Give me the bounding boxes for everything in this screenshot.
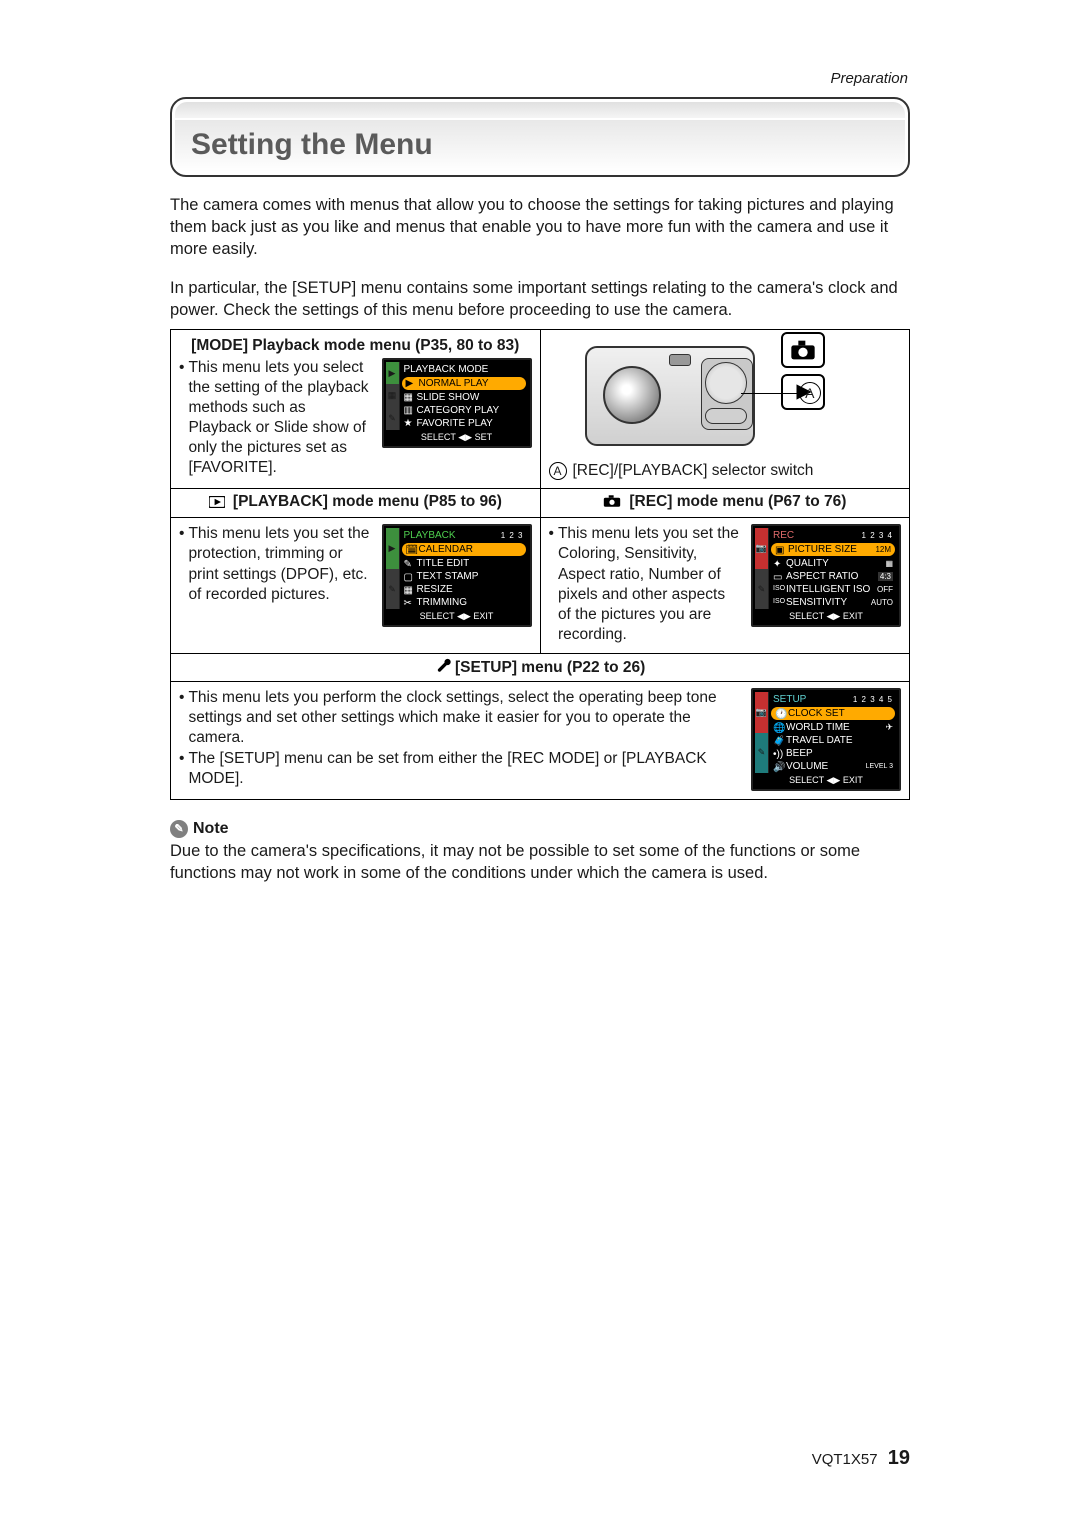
sim-footer: SELECT ◀▶ EXIT xyxy=(755,773,897,787)
sim-line-r: OFF xyxy=(877,585,893,594)
camera-icon xyxy=(603,494,621,513)
sim-line: RESIZE xyxy=(417,584,453,595)
sim-tab-icon: ✎ xyxy=(755,569,769,610)
sim-line: TRIMMING xyxy=(417,597,468,608)
callout-line xyxy=(741,393,799,394)
page-footer: VQT1X57 19 xyxy=(812,1447,910,1470)
playback-header-text: [PLAYBACK] mode menu (P85 to 96) xyxy=(233,493,502,510)
sim-line: ASPECT RATIO xyxy=(786,571,858,582)
sim-pagination: 1 2 3 xyxy=(501,531,524,540)
rec-header-text: [REC] mode menu (P67 to 76) xyxy=(629,493,846,510)
sim-line: TITLE EDIT xyxy=(417,558,470,569)
sim-line: SENSITIVITY xyxy=(786,597,847,608)
sim-title: REC xyxy=(773,530,794,541)
playback-sim: ▶ ✎ PLAYBACK1 2 3 🗓CALENDAR ✎TITLE EDIT … xyxy=(382,524,532,627)
rec-mode-icon xyxy=(781,332,825,368)
mode-sim: ▶ ▦ ✎ PLAYBACK MODE ▶NORMAL PLAY ▦SLIDE … xyxy=(382,358,532,448)
sim-selected: CLOCK SET xyxy=(788,708,845,719)
playback-header: [PLAYBACK] mode menu (P85 to 96) xyxy=(171,489,540,518)
mode-desc: This menu lets you select the setting of… xyxy=(188,358,371,479)
sim-footer: SELECT ◀▶ EXIT xyxy=(386,609,528,623)
setup-desc-2: The [SETUP] menu can be set from either … xyxy=(188,749,733,789)
section-label: Preparation xyxy=(170,70,910,87)
note-text: Due to the camera's specifications, it m… xyxy=(170,840,910,885)
sim-tab-icon: 📷 xyxy=(755,528,769,569)
sim-tab-icon: ✎ xyxy=(386,407,400,430)
sim-line-r: LEVEL 3 xyxy=(866,763,893,770)
sim-pagination: 1 2 3 4 5 xyxy=(853,695,893,704)
sim-line-r: 4:3 xyxy=(878,572,893,581)
sim-footer: SELECT ◀▶ SET xyxy=(386,430,528,444)
rec-sim: 📷 ✎ REC1 2 3 4 ▣PICTURE SIZE12M ✦QUALITY… xyxy=(751,524,901,627)
setup-sim: 📷 ✎ SETUP1 2 3 4 5 🕐CLOCK SET 🌐WORLD TIM… xyxy=(751,688,901,791)
sim-line: VOLUME xyxy=(786,761,828,772)
sim-line: FAVORITE PLAY xyxy=(417,418,493,429)
intro-para-1: The camera comes with menus that allow y… xyxy=(170,194,910,261)
page: Preparation Setting the Menu The camera … xyxy=(0,0,1080,1526)
page-number: 19 xyxy=(888,1447,910,1469)
callout-a-label: A xyxy=(799,382,821,404)
sim-line: CATEGORY PLAY xyxy=(417,405,500,416)
setup-desc-1: This menu lets you perform the clock set… xyxy=(188,688,733,748)
sim-selected: PICTURE SIZE xyxy=(788,544,857,555)
sim-tab-icon: ▶ xyxy=(386,362,400,385)
sim-selected: NORMAL PLAY xyxy=(419,378,489,389)
mode-header: [MODE] Playback mode menu (P35, 80 to 83… xyxy=(179,336,532,357)
mode-text: •This menu lets you select the setting o… xyxy=(179,358,372,479)
menu-table: [MODE] Playback mode menu (P35, 80 to 83… xyxy=(170,329,910,800)
sim-line: BEEP xyxy=(786,748,813,759)
sim-line: TRAVEL DATE xyxy=(786,735,853,746)
sim-tab-icon: ▦ xyxy=(386,384,400,407)
rec-header: [REC] mode menu (P67 to 76) xyxy=(541,489,910,518)
note-block: ✎ Note Due to the camera's specification… xyxy=(170,820,910,885)
sim-line-r: AUTO xyxy=(871,598,893,607)
note-icon: ✎ xyxy=(170,820,188,838)
rec-text: •This menu lets you set the Coloring, Se… xyxy=(549,524,742,645)
title-decoration xyxy=(175,102,905,118)
sim-tab-icon: ✎ xyxy=(755,733,769,774)
callout-a-bullet: A xyxy=(549,462,567,480)
sim-selected-right: 12M xyxy=(875,545,891,554)
switch-caption: A [REC]/[PLAYBACK] selector switch xyxy=(549,462,902,480)
sim-title: PLAYBACK MODE xyxy=(404,364,489,375)
playback-icon xyxy=(209,495,225,513)
doc-id: VQT1X57 xyxy=(812,1451,878,1468)
rec-desc: This menu lets you set the Coloring, Sen… xyxy=(558,524,741,645)
sim-tab-icon: ▶ xyxy=(386,528,400,569)
intro-para-2: In particular, the [SETUP] menu contains… xyxy=(170,277,910,322)
playback-text: •This menu lets you set the protection, … xyxy=(179,524,372,605)
setup-text: •This menu lets you perform the clock se… xyxy=(179,688,733,789)
title-box: Setting the Menu xyxy=(170,97,910,177)
sim-line: TEXT STAMP xyxy=(417,571,479,582)
camera-illustration: A xyxy=(575,336,875,456)
sim-footer: SELECT ◀▶ EXIT xyxy=(755,609,897,623)
sim-line: QUALITY xyxy=(786,558,829,569)
sim-pagination: 1 2 3 4 xyxy=(862,531,893,540)
setup-header-text: [SETUP] menu (P22 to 26) xyxy=(455,659,645,676)
sim-tab-icon: 📷 xyxy=(755,692,769,733)
page-title: Setting the Menu xyxy=(191,128,889,162)
sim-tab-icon: ✎ xyxy=(386,569,400,610)
switch-caption-text: [REC]/[PLAYBACK] selector switch xyxy=(573,462,814,480)
sim-title: SETUP xyxy=(773,694,806,705)
sim-line: SLIDE SHOW xyxy=(417,392,480,403)
sim-line: INTELLIGENT ISO xyxy=(786,584,870,595)
playback-desc: This menu lets you set the protection, t… xyxy=(188,524,371,605)
note-label: Note xyxy=(193,820,229,838)
sim-line-r: ✈ xyxy=(885,722,893,733)
sim-selected: CALENDAR xyxy=(419,544,473,555)
title-band: Setting the Menu xyxy=(175,120,905,172)
sim-line: WORLD TIME xyxy=(786,722,850,733)
setup-header: [SETUP] menu (P22 to 26) xyxy=(171,654,909,682)
sim-title: PLAYBACK xyxy=(404,530,456,541)
wrench-icon xyxy=(435,659,455,676)
sim-line-r: ▦ xyxy=(885,559,893,568)
